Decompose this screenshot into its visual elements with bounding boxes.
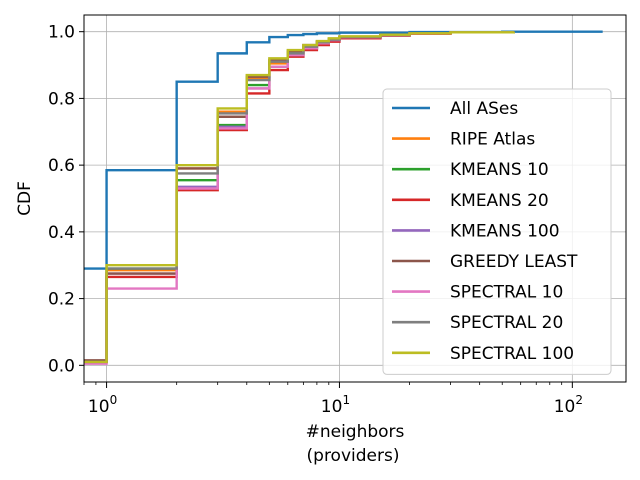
x-tick-base: 10 xyxy=(554,397,576,417)
y-tick-label: 0.8 xyxy=(48,89,75,109)
legend-label-spectral-100: SPECTRAL 100 xyxy=(450,344,574,364)
legend-label-spectral-20: SPECTRAL 20 xyxy=(450,313,563,333)
legend-label-greedy-least: GREEDY LEAST xyxy=(450,252,578,272)
x-tick-label: 102 xyxy=(554,393,583,417)
series-layer xyxy=(84,30,603,365)
legend-label-spectral-10: SPECTRAL 10 xyxy=(450,283,563,303)
y-tick-label: 1.0 xyxy=(48,23,75,43)
plot-frame xyxy=(83,14,627,383)
x-tick-base: 10 xyxy=(88,397,110,417)
legend: All ASes RIPE Atlas KMEANS 10 KMEANS 20 KMEA… xyxy=(382,88,612,375)
legend-label-all-ases: All ASes xyxy=(450,99,518,119)
legend-label-kmeans-10: KMEANS 10 xyxy=(450,160,549,180)
y-tick-label: 0.2 xyxy=(48,290,75,310)
legend-label-kmeans-100: KMEANS 100 xyxy=(450,221,560,241)
legend-label-ripe-atlas: RIPE Atlas xyxy=(450,130,535,150)
x-axis-label-line2: (providers) xyxy=(307,446,400,466)
x-tick-base: 10 xyxy=(321,397,343,417)
x-tick-exponent: 0 xyxy=(110,393,118,407)
x-axis-label: #neighbors xyxy=(306,422,405,442)
x-tick-exponent: 1 xyxy=(342,393,350,407)
y-tick-label: 0.4 xyxy=(48,223,75,243)
x-tick-exponent: 2 xyxy=(575,393,583,407)
legend-label-kmeans-20: KMEANS 20 xyxy=(450,191,549,211)
x-tick-label: 100 xyxy=(88,393,117,417)
y-tick-label: 0.6 xyxy=(48,156,75,176)
series-line-spectral-100 xyxy=(84,31,515,364)
legend-box xyxy=(382,88,612,375)
y-axis-label: CDF xyxy=(15,181,35,216)
x-tick-label: 101 xyxy=(321,393,350,417)
y-tick-label: 0.0 xyxy=(48,356,75,376)
